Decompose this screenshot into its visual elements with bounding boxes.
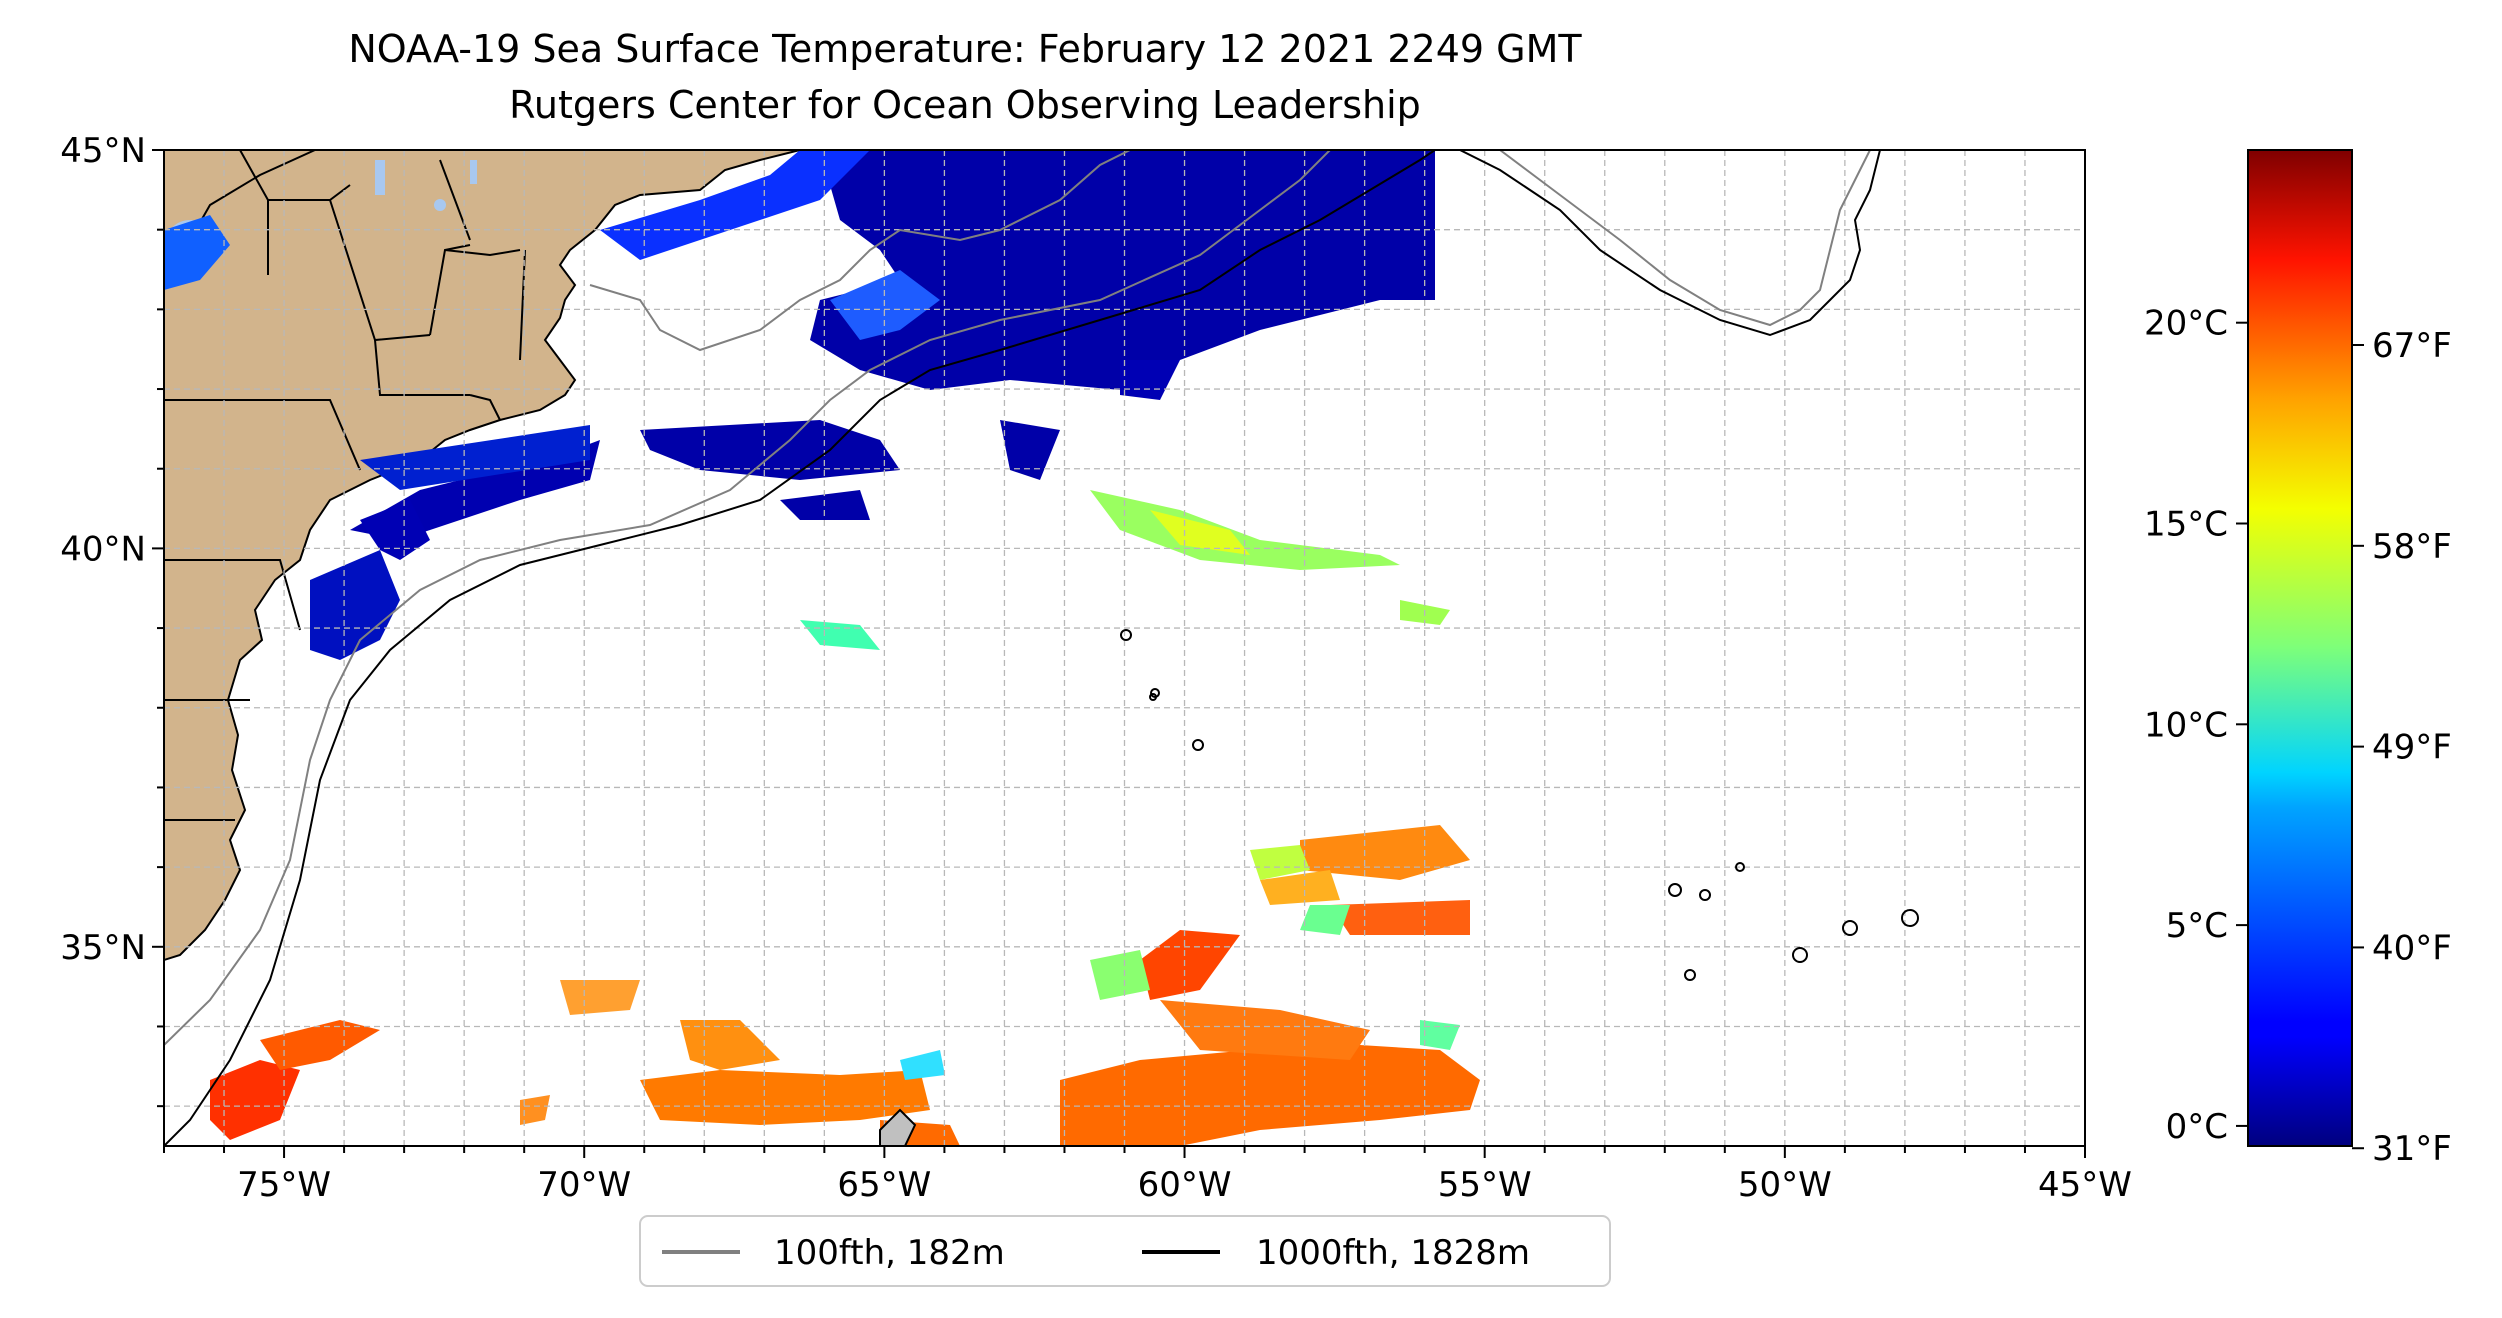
lon-tick-label: 70°W [537, 1165, 631, 1205]
colorbar-c-label: 15°C [2144, 505, 2228, 545]
colorbar-f-label: 49°F [2372, 728, 2452, 768]
map-title: NOAA-19 Sea Surface Temperature: Februar… [348, 27, 1582, 71]
colorbar-f-label: 31°F [2372, 1129, 2452, 1169]
map-gridlines [164, 150, 2085, 1146]
colorbar-f-label: 67°F [2372, 326, 2452, 366]
colorbar-f-label: 40°F [2372, 928, 2452, 968]
colorbar-c-label: 5°C [2166, 906, 2228, 946]
colorbar [2247, 149, 2353, 1147]
legend-label-100fth: 100fth, 182m [774, 1233, 1005, 1273]
lat-tick-label: 35°N [60, 928, 146, 968]
lon-tick-label: 60°W [1138, 1165, 1232, 1205]
isobath-1000fth [164, 150, 1436, 1146]
state-borders [164, 150, 526, 821]
lat-tick-label: 45°N [60, 131, 146, 171]
colorbar-c-label: 20°C [2144, 304, 2228, 344]
isobath-1000fth-east [1459, 150, 1881, 337]
legend: 100fth, 182m 1000fth, 1828m [639, 1215, 1611, 1287]
lon-tick-label: 45°W [2038, 1165, 2132, 1205]
colorbar-f-label: 58°F [2372, 527, 2452, 567]
longitude-labels: 75°W 70°W 65°W 60°W 55°W 50°W 45°W [237, 1165, 2132, 1205]
isobath-100fth-east [1499, 150, 1871, 327]
lon-tick-label: 65°W [837, 1165, 931, 1205]
isobath-100fth-gom [589, 150, 1131, 352]
lat-tick-label: 40°N [60, 529, 146, 569]
legend-box [639, 1215, 1611, 1287]
lon-tick-label: 75°W [237, 1165, 331, 1205]
isobath-100fth [164, 150, 1331, 1046]
colorbar-c-label: 10°C [2144, 705, 2228, 745]
axis-ticks [152, 149, 2086, 1158]
lon-tick-label: 50°W [1738, 1165, 1832, 1205]
legend-label-1000fth: 1000fth, 1828m [1256, 1233, 1530, 1273]
sst-warm-patches [210, 825, 1480, 1146]
seamount-outlines [879, 629, 1919, 1146]
latitude-labels: 45°N 40°N 35°N [60, 131, 146, 968]
colorbar-c-label: 0°C [2166, 1107, 2228, 1147]
lon-tick-label: 55°W [1438, 1165, 1532, 1205]
map-subtitle: Rutgers Center for Ocean Observing Leade… [509, 83, 1421, 127]
colorbar-ticks: 20°C 15°C 10°C 5°C 0°C 67°F 58°F 49°F 40°F 31°F [2144, 304, 2452, 1170]
